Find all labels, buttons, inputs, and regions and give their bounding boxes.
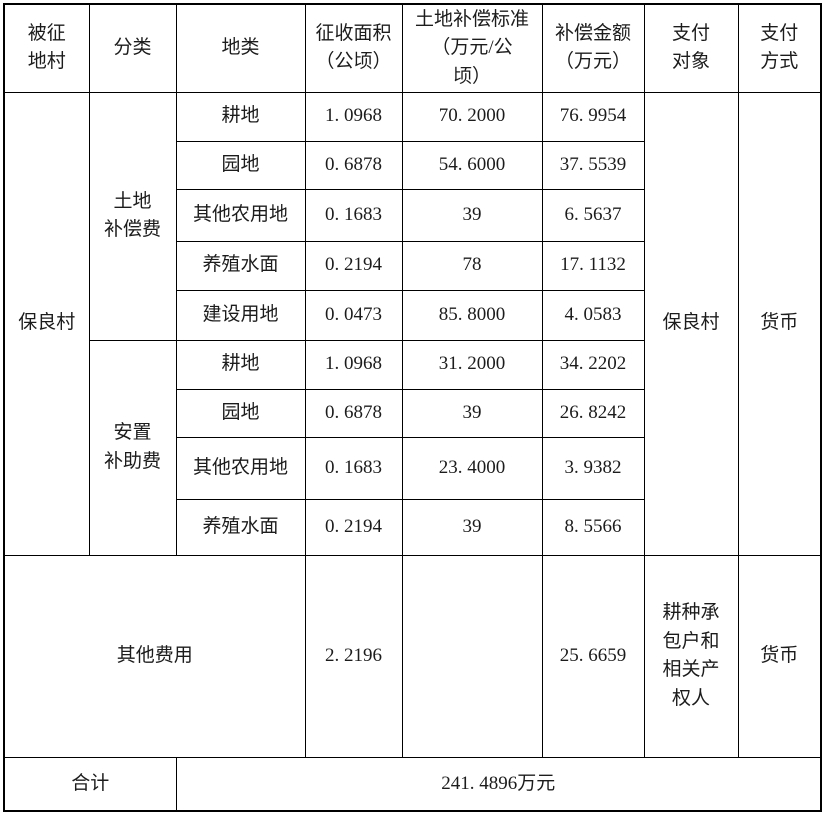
total-label: 合计: [3, 756, 177, 812]
area-cell: 1. 0968: [304, 339, 403, 390]
other-fees-label: 其他费用: [3, 554, 306, 758]
area-cell: 1. 0968: [304, 91, 403, 142]
land-type-cell: 园地: [175, 140, 306, 190]
land-type-cell: 养殖水面: [175, 240, 306, 291]
header-row: 被征 地村 分类 地类 征收面积 （公顷） 土地补偿标准 （万元/公 顷） 补偿…: [3, 3, 822, 93]
table-row: 建设用地 0. 0473 85. 8000 4. 0583: [4, 289, 821, 341]
land-type-cell: 养殖水面: [175, 498, 306, 556]
amount-cell: 6. 5637: [541, 188, 645, 242]
amount-cell: 26. 8242: [541, 388, 645, 438]
header-payee: 支付 对象: [643, 3, 739, 93]
amount-cell: 4. 0583: [541, 289, 645, 341]
table-row: 园地 0. 6878 39 26. 8242: [4, 388, 821, 438]
header-amount: 补偿金额 （万元）: [541, 3, 645, 93]
amount-cell: 34. 2202: [541, 339, 645, 390]
other-fees-row: 其他费用 2. 2196 25. 6659 耕种承 包户和 相关产 权人 货币: [3, 554, 822, 758]
area-cell: 0. 2194: [304, 498, 403, 556]
total-value: 241. 4896万元: [175, 756, 822, 812]
amount-cell: 17. 1132: [541, 240, 645, 291]
standard-cell: 54. 6000: [401, 140, 543, 190]
table-row: 其他农用地 0. 1683 39 6. 5637: [4, 188, 821, 242]
village-cell: 保良村: [3, 91, 90, 556]
total-row: 合计 241. 4896万元: [3, 756, 822, 812]
method-cell: 货币: [737, 554, 822, 758]
land-type-cell: 其他农用地: [175, 188, 306, 242]
area-cell: 0. 6878: [304, 140, 403, 190]
section-label-resettlement-subsidy: 安置 补助费: [88, 339, 177, 556]
land-type-cell: 其他农用地: [175, 436, 306, 500]
table-row: 养殖水面 0. 2194 78 17. 1132: [4, 240, 821, 291]
header-standard: 土地补偿标准 （万元/公 顷）: [401, 3, 543, 93]
payee-cell: 保良村: [643, 91, 739, 556]
standard-cell: 39: [401, 498, 543, 556]
land-type-cell: 园地: [175, 388, 306, 438]
standard-cell: 70. 2000: [401, 91, 543, 142]
standard-cell: [401, 554, 543, 758]
table-row: 园地 0. 6878 54. 6000 37. 5539: [4, 140, 821, 190]
standard-cell: 39: [401, 388, 543, 438]
standard-cell: 85. 8000: [401, 289, 543, 341]
standard-cell: 23. 4000: [401, 436, 543, 500]
amount-cell: 76. 9954: [541, 91, 645, 142]
land-type-cell: 耕地: [175, 91, 306, 142]
area-cell: 0. 0473: [304, 289, 403, 341]
land-compensation-table: 被征 地村 分类 地类 征收面积 （公顷） 土地补偿标准 （万元/公 顷） 补偿…: [3, 3, 822, 812]
standard-cell: 78: [401, 240, 543, 291]
land-type-cell: 建设用地: [175, 289, 306, 341]
amount-cell: 25. 6659: [541, 554, 645, 758]
amount-cell: 37. 5539: [541, 140, 645, 190]
area-cell: 0. 1683: [304, 436, 403, 500]
area-cell: 2. 2196: [304, 554, 403, 758]
header-land-type: 地类: [175, 3, 306, 93]
area-cell: 0. 2194: [304, 240, 403, 291]
header-village: 被征 地村: [3, 3, 90, 93]
table-row: 保良村 土地 补偿费 耕地 1. 0968 70. 2000 76. 9954 …: [3, 91, 822, 556]
area-cell: 0. 1683: [304, 188, 403, 242]
standard-cell: 39: [401, 188, 543, 242]
header-method: 支付 方式: [737, 3, 822, 93]
section-label-land-compensation: 土地 补偿费: [88, 91, 177, 341]
amount-cell: 3. 9382: [541, 436, 645, 500]
land-type-cell: 耕地: [175, 339, 306, 390]
amount-cell: 8. 5566: [541, 498, 645, 556]
table-row: 安置 补助费 耕地 1. 0968 31. 2000 34. 2202: [4, 339, 821, 556]
area-cell: 0. 6878: [304, 388, 403, 438]
header-area: 征收面积 （公顷）: [304, 3, 403, 93]
payee-cell: 耕种承 包户和 相关产 权人: [643, 554, 739, 758]
method-cell: 货币: [737, 91, 822, 556]
standard-cell: 31. 2000: [401, 339, 543, 390]
header-category: 分类: [88, 3, 177, 93]
table-row: 养殖水面 0. 2194 39 8. 5566: [4, 498, 821, 556]
